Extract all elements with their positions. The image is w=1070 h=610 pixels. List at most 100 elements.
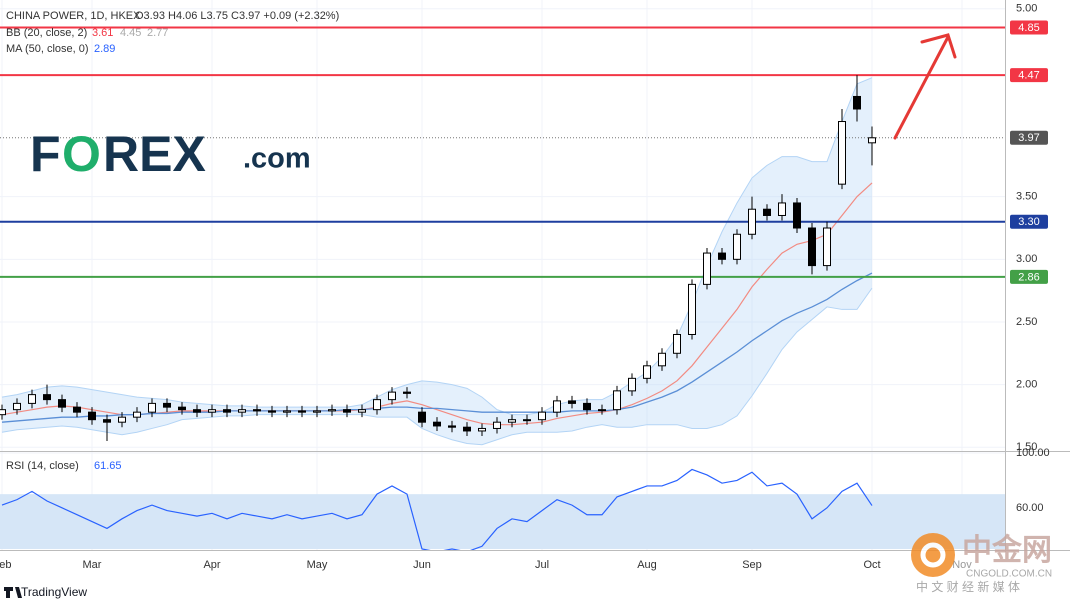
candle-body bbox=[448, 425, 456, 428]
candle-body bbox=[853, 95, 861, 110]
logo-o: O bbox=[62, 126, 101, 182]
candle-body bbox=[463, 426, 471, 432]
candle-body bbox=[823, 227, 831, 267]
candle-body bbox=[253, 409, 261, 412]
x-tick-label: Jul bbox=[535, 559, 549, 571]
bb-lower-line bbox=[1, 287, 873, 446]
level-label: 4.47 bbox=[1018, 70, 1039, 82]
candle-body bbox=[538, 411, 546, 421]
level-label: 4.85 bbox=[1018, 22, 1039, 34]
candle-body bbox=[208, 409, 216, 413]
y-tick-label: 3.00 bbox=[1016, 253, 1037, 265]
bb-basis-value: 3.61 bbox=[92, 27, 113, 39]
rsi-pane bbox=[0, 468, 1005, 550]
candle-body bbox=[358, 409, 366, 413]
level-label: 3.30 bbox=[1018, 216, 1039, 228]
symbol-title: CHINA POWER, 1D, HKEX bbox=[6, 10, 141, 22]
candle-body bbox=[628, 377, 636, 392]
candle-body bbox=[688, 283, 696, 335]
watermark: 中金网 CNGOLD.COM.CN 中 文 财 经 新 媒 体 bbox=[911, 533, 1052, 594]
candle-body bbox=[553, 400, 561, 413]
watermark-name: 中金网 bbox=[962, 533, 1052, 567]
last-price-box bbox=[1010, 130, 1048, 145]
watermark-url: CNGOLD.COM.CN bbox=[966, 569, 1052, 580]
rsi-line bbox=[1, 468, 873, 550]
x-tick-label: Nov bbox=[952, 559, 972, 571]
candle-body bbox=[103, 419, 111, 423]
candle-body bbox=[613, 390, 621, 411]
level-label-box bbox=[1010, 68, 1048, 83]
level-label: 2.86 bbox=[1018, 271, 1039, 283]
tradingview-brand: TradingView bbox=[4, 585, 87, 599]
candle-body bbox=[508, 419, 516, 423]
candle-body bbox=[238, 409, 246, 413]
candle-body bbox=[283, 410, 291, 413]
candle-body bbox=[568, 400, 576, 404]
candle-body bbox=[163, 402, 171, 408]
candle-body bbox=[478, 427, 486, 432]
bb-lower-value: 2.77 bbox=[147, 27, 168, 39]
candle-body bbox=[28, 394, 36, 404]
bb-upper-value: 4.45 bbox=[120, 27, 141, 39]
rsi-legend: RSI (14, close) bbox=[6, 460, 79, 472]
candle-body bbox=[598, 409, 606, 412]
level-label-box bbox=[1010, 214, 1048, 229]
rsi-value: 61.65 bbox=[94, 460, 122, 472]
axes: Feb Mar Apr May Jun Jul Aug Sep Oct Nov 5.00 3.50 3.… bbox=[0, 3, 1050, 571]
candle-body bbox=[703, 252, 711, 285]
candle-body bbox=[268, 410, 276, 413]
candle-body bbox=[343, 409, 351, 413]
candle-body bbox=[43, 394, 51, 401]
logo-rex: REX bbox=[103, 126, 206, 182]
candle-body bbox=[73, 406, 81, 413]
level-label-box bbox=[1010, 269, 1048, 284]
candle-body bbox=[868, 137, 876, 144]
forex-logo: F O REX .com bbox=[30, 126, 311, 182]
candle-body bbox=[643, 365, 651, 379]
y-tick-label: 3.50 bbox=[1016, 191, 1037, 203]
candle-body bbox=[778, 202, 786, 216]
candle-body bbox=[793, 202, 801, 229]
arrow-annotation bbox=[893, 33, 957, 140]
watermark-tagline: 中 文 财 经 新 媒 体 bbox=[916, 579, 1020, 594]
candle-body bbox=[493, 421, 501, 429]
candle-body bbox=[118, 416, 126, 423]
candle-body bbox=[418, 411, 426, 423]
candle-body bbox=[403, 391, 411, 394]
x-tick-label: May bbox=[307, 559, 328, 571]
ma-value: 2.89 bbox=[94, 43, 115, 55]
candle-body bbox=[223, 409, 231, 413]
candle-body bbox=[748, 208, 756, 235]
candle-body bbox=[298, 410, 306, 413]
candle-body bbox=[658, 352, 666, 367]
rsi-tick-label: 60.00 bbox=[1016, 502, 1044, 514]
y-tick-label: 1.50 bbox=[1016, 441, 1037, 453]
candle-body bbox=[178, 406, 186, 411]
candle-body bbox=[718, 252, 726, 260]
candle-body bbox=[58, 399, 66, 408]
bb-band bbox=[2, 77, 872, 445]
x-tick-label: Aug bbox=[637, 559, 657, 571]
candle-body bbox=[148, 402, 156, 413]
last-price-label: 3.97 bbox=[1018, 132, 1039, 144]
ohlc-legend: O3.93 H4.06 L3.75 C3.97 +0.09 (+2.32%) bbox=[135, 10, 339, 22]
x-tick-label: Mar bbox=[83, 559, 102, 571]
candle-body bbox=[328, 409, 336, 412]
x-tick-label: Oct bbox=[863, 559, 880, 571]
candle-body bbox=[88, 411, 96, 421]
candle-body bbox=[433, 421, 441, 427]
logo-com: .com bbox=[243, 143, 311, 175]
candle-body bbox=[733, 233, 741, 260]
candle-body bbox=[523, 419, 531, 422]
footer-text: TradingView bbox=[21, 585, 87, 599]
candle-body bbox=[388, 391, 396, 401]
candle-body bbox=[13, 402, 21, 411]
price-pane bbox=[0, 26, 1005, 446]
x-tick-label: Feb bbox=[0, 559, 11, 571]
candle-body bbox=[763, 208, 771, 216]
bb-legend: BB (20, close, 2) bbox=[6, 27, 87, 39]
candle-body bbox=[583, 402, 591, 411]
x-tick-label: Jun bbox=[413, 559, 431, 571]
grid bbox=[0, 0, 1005, 550]
